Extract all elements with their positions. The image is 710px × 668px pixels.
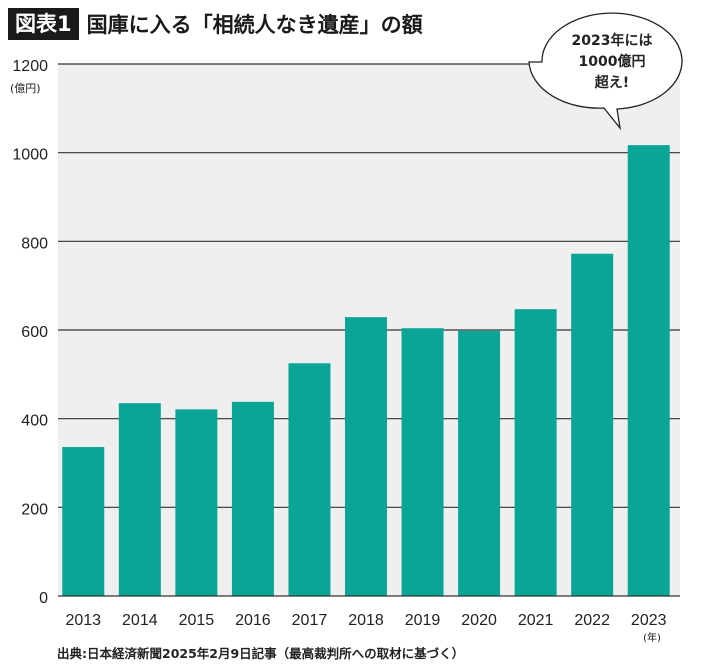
x-axis-unit: (年) — [643, 631, 661, 644]
y-tick-label: 800 — [21, 235, 48, 252]
y-tick-label: 600 — [21, 324, 48, 341]
bar-2016 — [231, 401, 274, 596]
callout-text: 2023年には — [572, 32, 653, 49]
bar-2021 — [514, 309, 557, 596]
x-tick-label: 2014 — [122, 612, 158, 629]
y-axis-unit: (億円) — [10, 82, 41, 95]
bar-2023 — [627, 145, 670, 596]
x-tick-label: 2017 — [292, 612, 328, 629]
figure-badge: 図表1 — [8, 8, 79, 40]
y-tick-label: 1200 — [12, 58, 48, 75]
y-tick-label: 0 — [39, 590, 48, 607]
x-tick-label: 2022 — [574, 612, 610, 629]
x-tick-label: 2021 — [518, 612, 554, 629]
bar-2013 — [62, 447, 105, 596]
x-tick-label: 2020 — [461, 612, 497, 629]
chart-header: 図表1 国庫に入る「相続人なき遺産」の額 — [8, 8, 423, 40]
x-tick-label: 2016 — [235, 612, 271, 629]
bar-2020 — [458, 330, 501, 596]
bar-2014 — [118, 403, 161, 596]
bar-2022 — [571, 253, 614, 596]
bar-2015 — [175, 409, 218, 596]
y-tick-label: 1000 — [12, 147, 48, 164]
x-tick-label: 2023 — [631, 612, 667, 629]
bar-2018 — [345, 317, 387, 596]
x-tick-label: 2019 — [405, 612, 441, 629]
y-tick-label: 400 — [21, 413, 48, 430]
callout-bubble — [528, 12, 683, 131]
chart-title: 国庫に入る「相続人なき遺産」の額 — [86, 13, 423, 37]
y-tick-label: 200 — [21, 501, 48, 518]
bar-2019 — [401, 328, 444, 596]
bar-2017 — [288, 363, 331, 596]
x-tick-label: 2013 — [65, 612, 101, 629]
callout-text: 超え! — [594, 74, 629, 91]
callout-text: 1000億円 — [579, 53, 646, 70]
x-tick-label: 2015 — [179, 612, 215, 629]
source-note: 出典:日本経済新聞2025年2月9日記事（最高裁判所への取材に基づく） — [57, 646, 465, 661]
x-tick-label: 2018 — [348, 612, 384, 629]
